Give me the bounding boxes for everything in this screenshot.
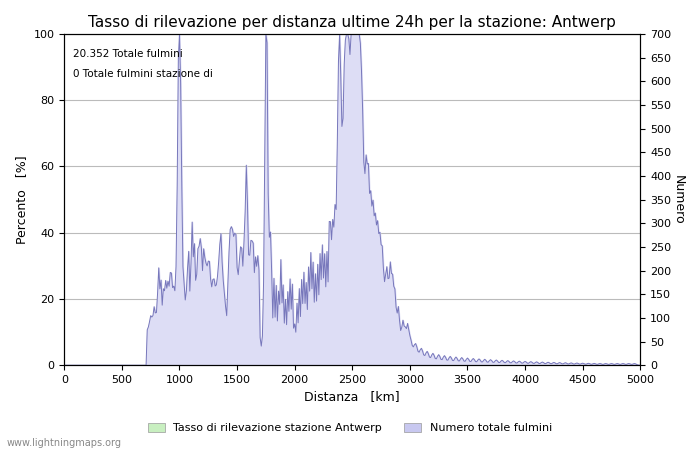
Title: Tasso di rilevazione per distanza ultime 24h per la stazione: Antwerp: Tasso di rilevazione per distanza ultime… xyxy=(88,15,616,30)
Y-axis label: Numero: Numero xyxy=(672,175,685,225)
Y-axis label: Percento   [%]: Percento [%] xyxy=(15,155,28,244)
Legend: Tasso di rilevazione stazione Antwerp, Numero totale fulmini: Tasso di rilevazione stazione Antwerp, N… xyxy=(144,418,556,438)
Text: 0 Totale fulmini stazione di: 0 Totale fulmini stazione di xyxy=(73,69,213,79)
X-axis label: Distanza   [km]: Distanza [km] xyxy=(304,391,400,404)
Text: www.lightningmaps.org: www.lightningmaps.org xyxy=(7,438,122,448)
Text: 20.352 Totale fulmini: 20.352 Totale fulmini xyxy=(73,49,183,59)
